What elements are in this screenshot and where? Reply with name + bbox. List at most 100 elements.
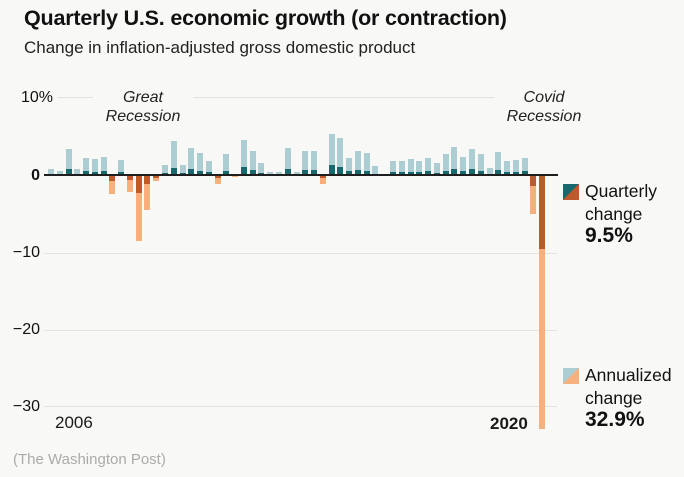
- bar-annualized-2007Q1: [74, 169, 80, 176]
- bar-quarterly-2011Q4: [241, 166, 247, 176]
- quarterly-change-swatch-icon: [563, 184, 579, 200]
- bar-annualized-2011Q4: [241, 139, 247, 176]
- bar-annualized-2018Q1: [460, 156, 466, 176]
- bar-annualized-2016Q3: [408, 159, 414, 176]
- bar-annualized-2017Q2: [434, 162, 440, 176]
- bar-quarterly-2014Q2: [329, 165, 335, 176]
- xtick-2020: 2020: [490, 414, 528, 433]
- bar-annualized-2015Q3: [372, 166, 378, 176]
- bar-quarterly-2008Q3: [127, 176, 133, 180]
- bar-quarterly-2020Q2: [539, 176, 545, 249]
- bar-quarterly-2011Q2: [223, 170, 229, 176]
- bar-annualized-2006Q3: [57, 171, 63, 176]
- bar-quarterly-2010Q2: [188, 169, 194, 176]
- bar-annualized-2010Q2: [188, 147, 194, 176]
- bar-annualized-2011Q2: [223, 153, 229, 176]
- bar-quarterly-2014Q3: [337, 166, 343, 176]
- bar-annualized-2014Q3: [337, 137, 343, 176]
- bar-annualized-2018Q3: [478, 153, 484, 176]
- bar-annualized-2014Q4: [346, 158, 352, 176]
- annotation-great-recession: Great Recession: [93, 88, 193, 126]
- bar-quarterly-2009Q1: [144, 176, 150, 185]
- annualized-change-swatch-icon: [563, 368, 579, 384]
- bar-annualized-2015Q2: [364, 153, 370, 176]
- bar-quarterly-2010Q3: [197, 170, 203, 176]
- bar-quarterly-2009Q4: [171, 167, 177, 176]
- bar-quarterly-2008Q4: [136, 176, 142, 193]
- bar-quarterly-2018Q1: [460, 171, 466, 176]
- bar-annualized-2006Q4: [66, 149, 72, 176]
- bar-annualized-2010Q4: [206, 160, 212, 176]
- bar-annualized-2009Q4: [171, 141, 177, 176]
- bar-quarterly-2013Q4: [311, 169, 317, 176]
- ytick-minus30: −30: [12, 398, 40, 415]
- bar-annualized-2017Q3: [443, 153, 449, 176]
- legend-quarterly-label: Quarterly change: [585, 181, 657, 224]
- gridline-minus10: [44, 253, 557, 254]
- bar-quarterly-2017Q4: [451, 169, 457, 176]
- xtick-2006: 2006: [55, 413, 93, 432]
- gridline-minus30: [44, 406, 557, 407]
- bar-quarterly-2014Q1: [320, 176, 326, 179]
- source-credit: (The Washington Post): [13, 451, 166, 468]
- bar-quarterly-2015Q1: [355, 169, 361, 176]
- bar-annualized-2020Q1: [530, 176, 536, 215]
- bar-annualized-2007Q4: [101, 156, 107, 176]
- bar-annualized-2017Q1: [425, 158, 431, 176]
- bar-quarterly-2008Q1: [109, 176, 115, 181]
- ytick-minus10: −10: [12, 244, 40, 261]
- bar-annualized-2008Q2: [118, 159, 124, 176]
- bar-annualized-2019Q1: [495, 152, 501, 176]
- bar-annualized-2019Q4: [522, 157, 528, 176]
- bar-annualized-2009Q2: [153, 176, 159, 181]
- bar-annualized-2007Q2: [83, 158, 89, 176]
- bar-annualized-2013Q3: [302, 151, 308, 176]
- gridline-minus20: [44, 330, 557, 331]
- legend-annualized-value: 32.9%: [585, 408, 645, 431]
- bar-quarterly-2012Q1: [250, 169, 256, 176]
- bar-annualized-2007Q3: [92, 159, 98, 176]
- bar-annualized-2016Q4: [416, 160, 422, 176]
- ytick-minus20: −20: [12, 321, 40, 338]
- bar-quarterly-2014Q4: [346, 171, 352, 176]
- ytick-zero: 0: [31, 167, 40, 184]
- bar-quarterly-2011Q1: [215, 176, 221, 178]
- bar-annualized-2010Q1: [180, 164, 186, 176]
- bar-annualized-2013Q4: [311, 151, 317, 176]
- bar-annualized-2013Q1: [285, 148, 291, 176]
- bar-quarterly-2013Q3: [302, 169, 308, 176]
- bar-quarterly-2018Q3: [478, 170, 484, 176]
- bar-quarterly-2015Q2: [364, 170, 370, 176]
- bar-quarterly-2007Q4: [101, 171, 107, 176]
- bar-annualized-2014Q2: [329, 133, 335, 176]
- bar-quarterly-2017Q3: [443, 170, 449, 176]
- legend-annualized-label: Annualized change: [585, 365, 672, 408]
- bar-annualized-2011Q3: [232, 176, 238, 177]
- bar-annualized-2012Q1: [250, 151, 256, 176]
- bar-annualized-2008Q3: [127, 176, 133, 193]
- bar-annualized-2009Q3: [162, 164, 168, 176]
- bar-quarterly-2013Q1: [285, 169, 291, 176]
- bar-annualized-2016Q2: [399, 161, 405, 176]
- bar-quarterly-2020Q1: [530, 176, 536, 186]
- bar-annualized-2019Q2: [504, 160, 510, 176]
- bar-annualized-2012Q2: [258, 162, 264, 176]
- bar-annualized-2017Q4: [451, 146, 457, 176]
- bar-quarterly-2007Q2: [83, 171, 89, 176]
- chart-title: Quarterly U.S. economic growth (or contr…: [24, 6, 507, 30]
- bar-annualized-2018Q4: [487, 167, 493, 176]
- bar-annualized-2015Q1: [355, 151, 361, 176]
- ytick-10pct: 10%: [20, 89, 53, 106]
- bar-quarterly-2017Q1: [425, 171, 431, 176]
- bar-quarterly-2006Q4: [66, 169, 72, 176]
- bar-annualized-2006Q2: [48, 169, 54, 176]
- bar-quarterly-2019Q4: [522, 171, 528, 176]
- bar-annualized-2008Q4: [136, 176, 142, 241]
- bar-quarterly-2009Q2: [153, 176, 159, 178]
- bar-quarterly-2018Q2: [469, 169, 475, 176]
- bar-quarterly-2019Q1: [495, 169, 501, 176]
- bar-annualized-2010Q3: [197, 153, 203, 176]
- bar-annualized-2016Q1: [390, 160, 396, 176]
